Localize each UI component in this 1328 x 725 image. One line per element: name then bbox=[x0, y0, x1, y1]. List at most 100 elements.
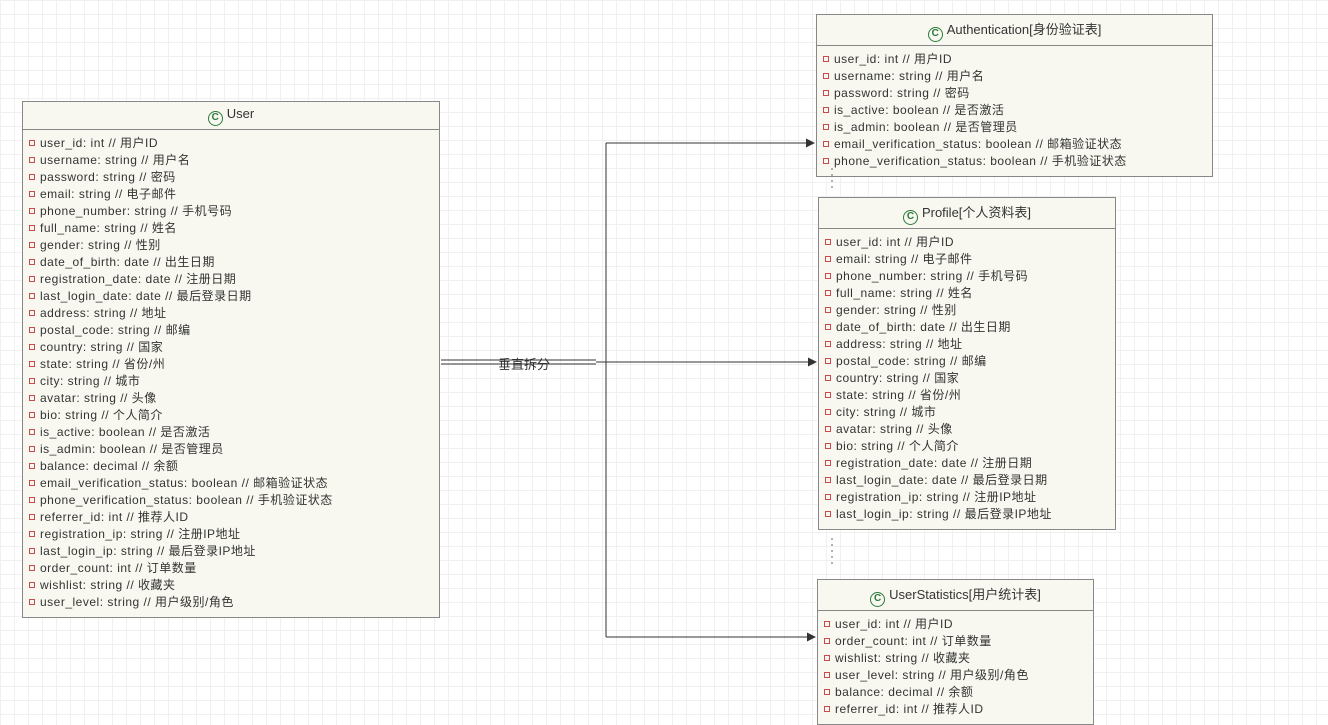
class-auth-header: CAuthentication[身份验证表] bbox=[817, 15, 1212, 46]
auth-attr-text: phone_verification_status: boolean // 手机… bbox=[834, 154, 1127, 168]
user-attr: is_admin: boolean // 是否管理员 bbox=[29, 441, 433, 458]
auth-attr: email_verification_status: boolean // 邮箱… bbox=[823, 136, 1206, 153]
profile-attr: country: string // 国家 bbox=[825, 370, 1109, 387]
visibility-square-icon bbox=[29, 293, 35, 299]
user-attr-text: bio: string // 个人简介 bbox=[40, 408, 163, 422]
profile-attr-text: phone_number: string // 手机号码 bbox=[836, 269, 1028, 283]
visibility-square-icon bbox=[823, 56, 829, 62]
user-attr: wishlist: string // 收藏夹 bbox=[29, 577, 433, 594]
visibility-square-icon bbox=[825, 460, 831, 466]
visibility-square-icon bbox=[823, 124, 829, 130]
user-attr-text: phone_number: string // 手机号码 bbox=[40, 204, 232, 218]
auth-attr: username: string // 用户名 bbox=[823, 68, 1206, 85]
visibility-square-icon bbox=[29, 157, 35, 163]
user-attr-text: avatar: string // 头像 bbox=[40, 391, 157, 405]
user-attr: email_verification_status: boolean // 邮箱… bbox=[29, 475, 433, 492]
class-user-body: user_id: int // 用户ID username: string // … bbox=[23, 130, 439, 617]
stats-attr-text: balance: decimal // 余额 bbox=[835, 685, 973, 699]
user-attr-text: user_id: int // 用户ID bbox=[40, 136, 158, 150]
user-attr: bio: string // 个人简介 bbox=[29, 407, 433, 424]
visibility-square-icon bbox=[825, 324, 831, 330]
visibility-square-icon bbox=[825, 256, 831, 262]
visibility-square-icon bbox=[29, 480, 35, 486]
visibility-square-icon bbox=[825, 341, 831, 347]
user-attr-text: phone_verification_status: boolean // 手机… bbox=[40, 493, 333, 507]
profile-attr-text: city: string // 城市 bbox=[836, 405, 936, 419]
visibility-square-icon bbox=[29, 208, 35, 214]
visibility-square-icon bbox=[824, 638, 830, 644]
profile-attr: full_name: string // 姓名 bbox=[825, 285, 1109, 302]
visibility-square-icon bbox=[29, 191, 35, 197]
profile-attr: postal_code: string // 邮编 bbox=[825, 353, 1109, 370]
auth-attr-text: user_id: int // 用户ID bbox=[834, 52, 952, 66]
profile-attr-text: user_id: int // 用户ID bbox=[836, 235, 954, 249]
visibility-square-icon bbox=[29, 310, 35, 316]
user-attr-text: postal_code: string // 邮编 bbox=[40, 323, 191, 337]
auth-attr: is_admin: boolean // 是否管理员 bbox=[823, 119, 1206, 136]
auth-attr-text: username: string // 用户名 bbox=[834, 69, 984, 83]
user-attr-text: gender: string // 性别 bbox=[40, 238, 161, 252]
profile-attr: user_id: int // 用户ID bbox=[825, 234, 1109, 251]
user-attr-text: city: string // 城市 bbox=[40, 374, 140, 388]
visibility-square-icon bbox=[29, 344, 35, 350]
visibility-square-icon bbox=[823, 107, 829, 113]
profile-attr-text: full_name: string // 姓名 bbox=[836, 286, 973, 300]
profile-attr: avatar: string // 头像 bbox=[825, 421, 1109, 438]
profile-attr-text: gender: string // 性别 bbox=[836, 303, 957, 317]
user-attr-text: last_login_date: date // 最后登录日期 bbox=[40, 289, 252, 303]
user-attr: phone_verification_status: boolean // 手机… bbox=[29, 492, 433, 509]
class-icon: C bbox=[928, 27, 943, 42]
visibility-square-icon bbox=[825, 392, 831, 398]
user-attr: password: string // 密码 bbox=[29, 169, 433, 186]
profile-attr: registration_ip: string // 注册IP地址 bbox=[825, 489, 1109, 506]
visibility-square-icon bbox=[825, 426, 831, 432]
stats-attr: user_id: int // 用户ID bbox=[824, 616, 1087, 633]
user-attr: registration_ip: string // 注册IP地址 bbox=[29, 526, 433, 543]
user-attr-text: country: string // 国家 bbox=[40, 340, 163, 354]
visibility-square-icon bbox=[29, 446, 35, 452]
profile-attr: state: string // 省份/州 bbox=[825, 387, 1109, 404]
user-attr: phone_number: string // 手机号码 bbox=[29, 203, 433, 220]
class-user-title: User bbox=[227, 106, 254, 121]
class-auth-body: user_id: int // 用户ID username: string // … bbox=[817, 46, 1212, 176]
visibility-square-icon bbox=[825, 443, 831, 449]
user-attr: date_of_birth: date // 出生日期 bbox=[29, 254, 433, 271]
user-attr: user_id: int // 用户ID bbox=[29, 135, 433, 152]
visibility-square-icon bbox=[29, 497, 35, 503]
stats-attr-text: wishlist: string // 收藏夹 bbox=[835, 651, 971, 665]
user-attr-text: registration_ip: string // 注册IP地址 bbox=[40, 527, 241, 541]
profile-attr: registration_date: date // 注册日期 bbox=[825, 455, 1109, 472]
profile-attr-text: date_of_birth: date // 出生日期 bbox=[836, 320, 1011, 334]
visibility-square-icon bbox=[824, 621, 830, 627]
class-icon: C bbox=[903, 210, 918, 225]
visibility-square-icon bbox=[825, 511, 831, 517]
class-profile-header: C Profile[个人资料表] bbox=[819, 198, 1115, 229]
class-user-header: C User bbox=[23, 102, 439, 130]
visibility-square-icon bbox=[29, 140, 35, 146]
user-attr-text: last_login_ip: string // 最后登录IP地址 bbox=[40, 544, 256, 558]
class-profile: C Profile[个人资料表] user_id: int // 用户IDemai… bbox=[818, 197, 1116, 530]
visibility-square-icon bbox=[29, 259, 35, 265]
visibility-square-icon bbox=[29, 412, 35, 418]
profile-attr-text: registration_date: date // 注册日期 bbox=[836, 456, 1032, 470]
profile-attr-text: country: string // 国家 bbox=[836, 371, 959, 385]
visibility-square-icon bbox=[825, 494, 831, 500]
stats-attr: wishlist: string // 收藏夹 bbox=[824, 650, 1087, 667]
user-attr-text: is_admin: boolean // 是否管理员 bbox=[40, 442, 224, 456]
profile-attr: last_login_date: date // 最后登录日期 bbox=[825, 472, 1109, 489]
user-attr: username: string // 用户名 bbox=[29, 152, 433, 169]
visibility-square-icon bbox=[825, 273, 831, 279]
class-profile-body: user_id: int // 用户IDemail: string // 电子邮… bbox=[819, 229, 1115, 529]
auth-attr-text: password: string // 密码 bbox=[834, 86, 970, 100]
auth-attr-text: is_admin: boolean // 是否管理员 bbox=[834, 120, 1018, 134]
class-icon: C bbox=[208, 111, 223, 126]
stats-attr: user_level: string // 用户级别/角色 bbox=[824, 667, 1087, 684]
class-profile-title: Profile[个人资料表] bbox=[922, 205, 1031, 220]
visibility-square-icon bbox=[29, 531, 35, 537]
profile-attr-text: registration_ip: string // 注册IP地址 bbox=[836, 490, 1037, 504]
visibility-square-icon bbox=[29, 582, 35, 588]
profile-attr: gender: string // 性别 bbox=[825, 302, 1109, 319]
user-attr-text: email: string // 电子邮件 bbox=[40, 187, 177, 201]
visibility-square-icon bbox=[29, 225, 35, 231]
auth-attr: password: string // 密码 bbox=[823, 85, 1206, 102]
